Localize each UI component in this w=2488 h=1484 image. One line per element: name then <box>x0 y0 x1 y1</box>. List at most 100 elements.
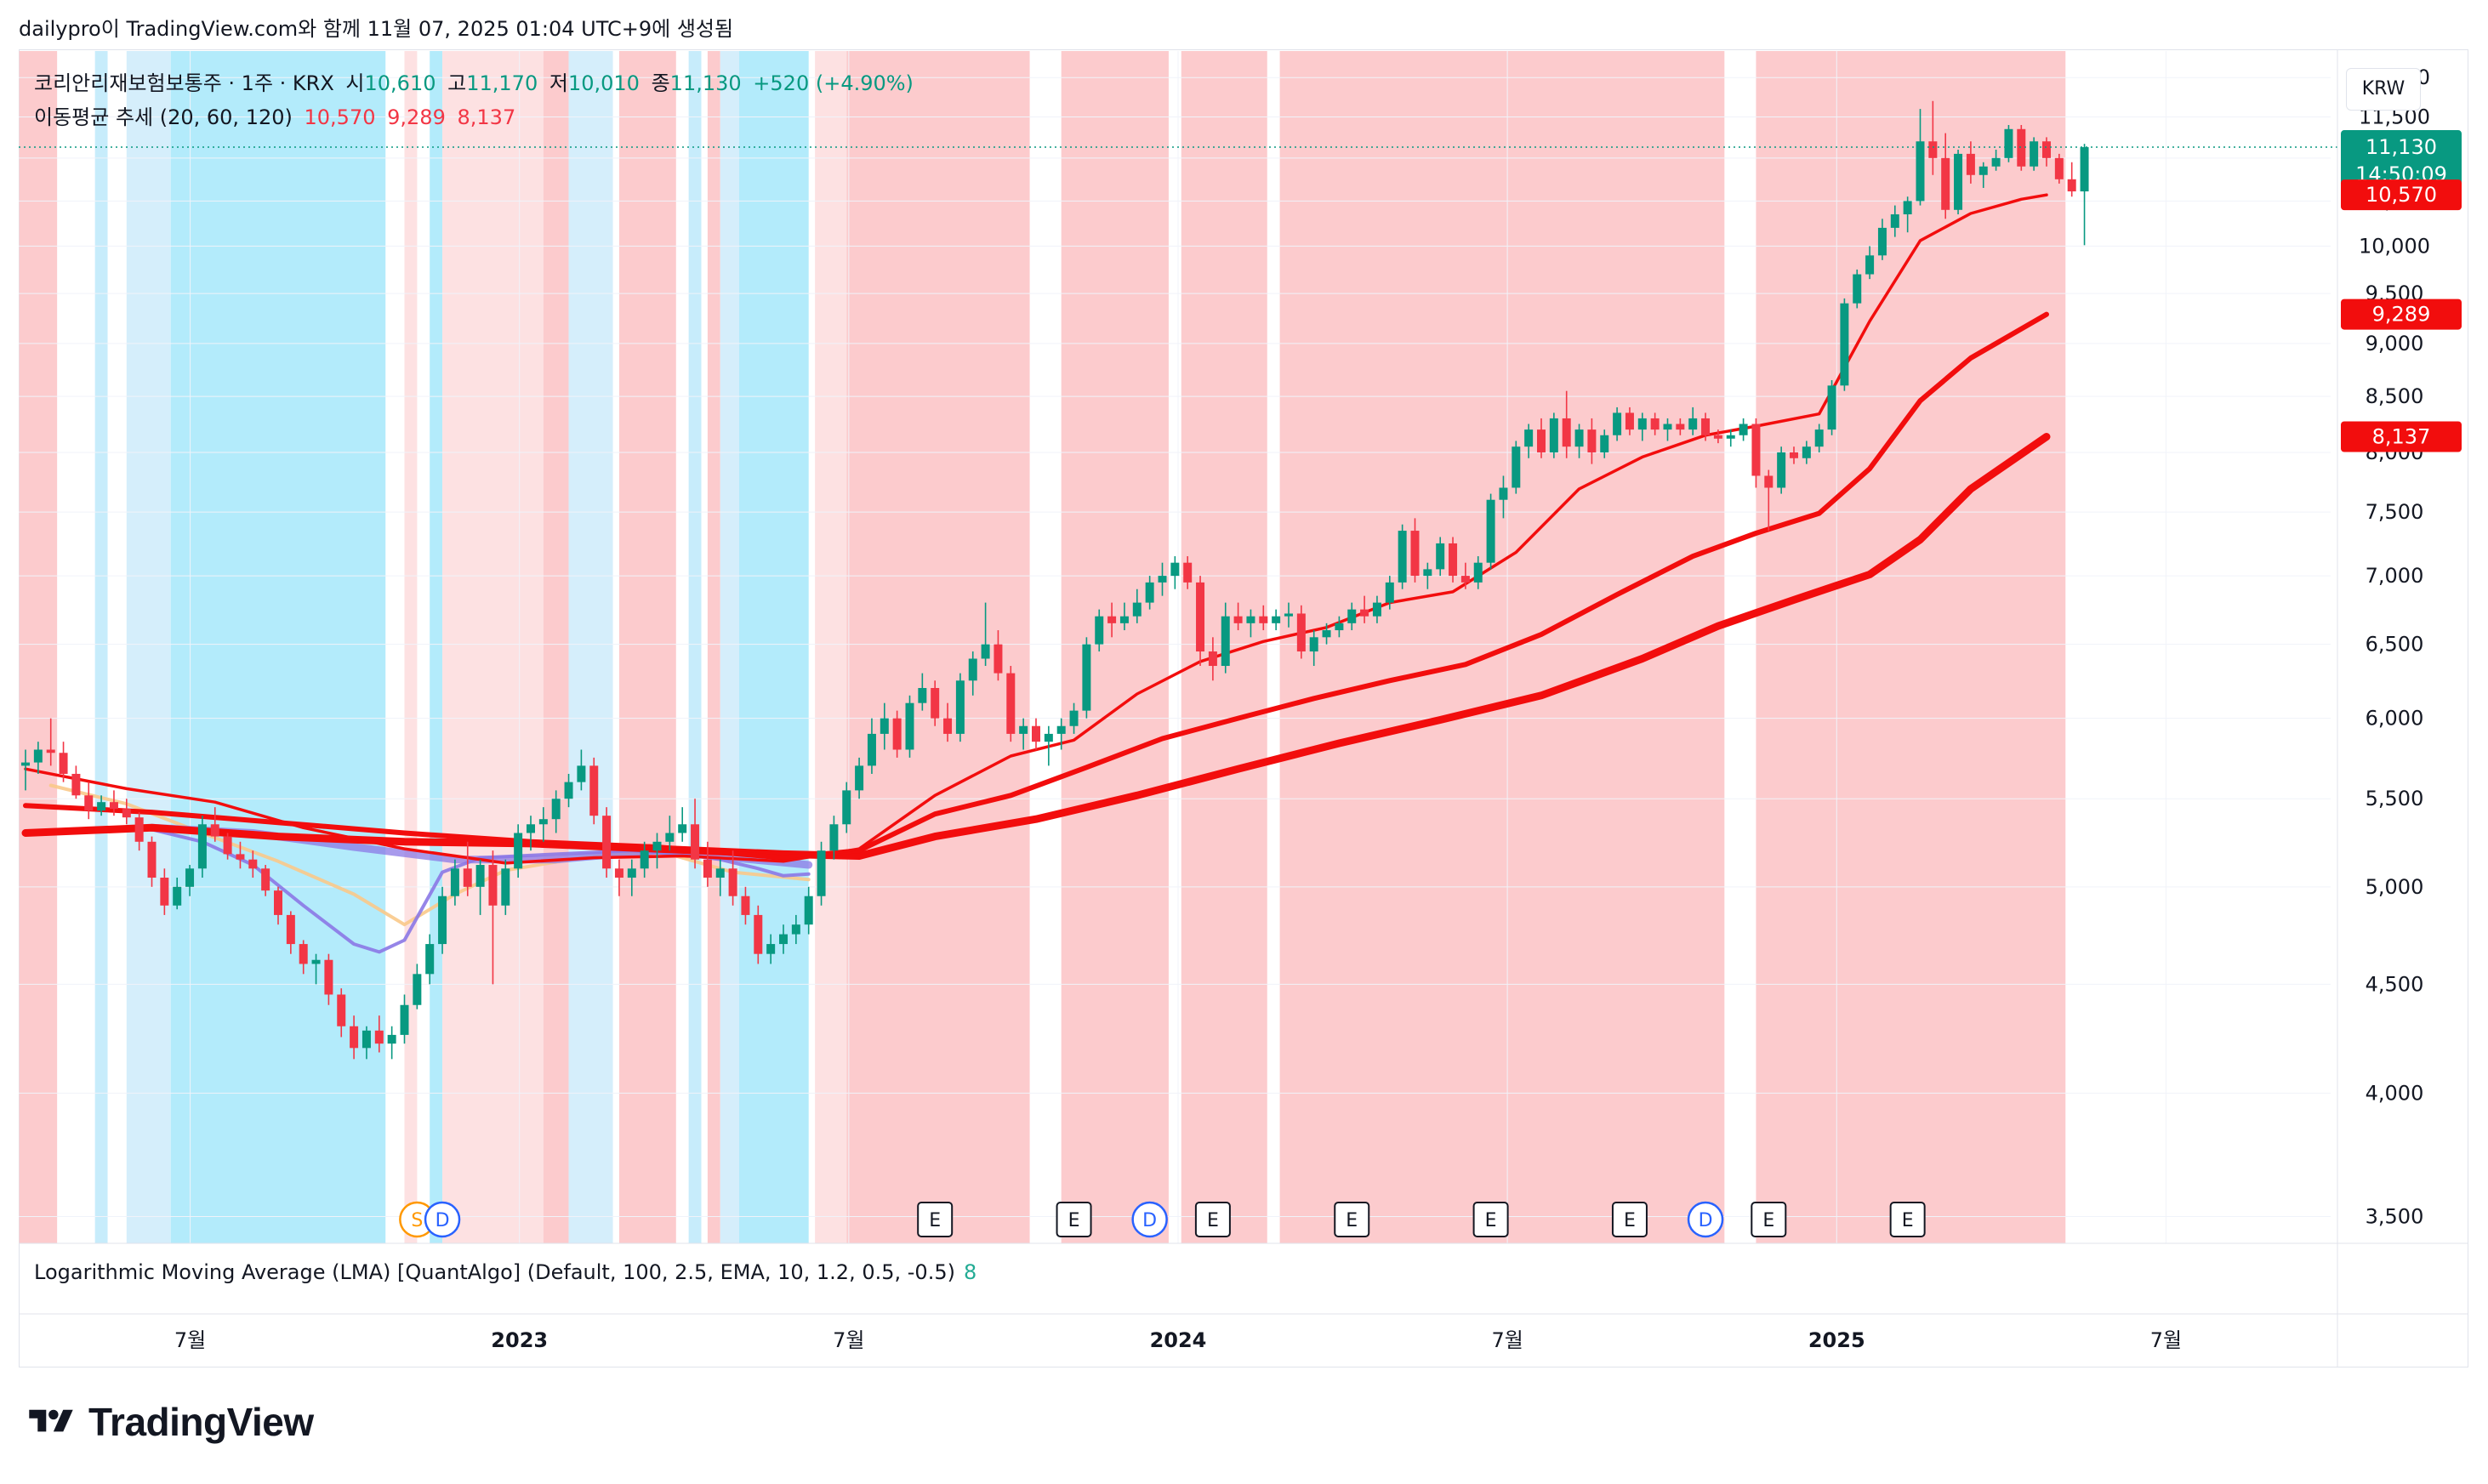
earnings-marker <box>917 1202 954 1237</box>
y-tick-label: 10,000 <box>2359 234 2430 258</box>
y-tick-label: 5,000 <box>2366 875 2424 899</box>
ma60-tag <box>2341 299 2462 330</box>
candle-body <box>1853 274 1862 304</box>
tradingview-logo[interactable]: TradingView <box>20 1399 314 1445</box>
ma120-tag-label: 8,137 <box>2372 425 2431 449</box>
close-label: 종 <box>651 71 670 95</box>
x-tick-label: 2024 <box>1150 1328 1207 1352</box>
candle-body <box>362 1030 371 1049</box>
candle-body <box>122 809 131 818</box>
candle-body <box>1449 543 1458 577</box>
candle-body <box>1954 153 1963 210</box>
low-label: 저 <box>549 71 568 95</box>
candle-body <box>981 644 990 659</box>
candle-body <box>1347 609 1357 623</box>
candle-body <box>1410 531 1420 577</box>
candle-body <box>1916 141 1925 202</box>
candle-body <box>475 865 485 887</box>
dividend-marker <box>424 1201 461 1238</box>
candle-body <box>1600 435 1609 452</box>
candle-body <box>1587 429 1597 452</box>
candle-body <box>1322 630 1331 638</box>
lma-indicator-legend[interactable]: Logarithmic Moving Average (LMA) [QuantA… <box>34 1260 976 1284</box>
candle-body <box>1486 499 1495 563</box>
candle-body <box>931 688 940 719</box>
candle-body <box>134 817 144 842</box>
candle-body <box>1460 576 1470 583</box>
candle-body <box>665 833 675 842</box>
candle-body <box>627 868 636 878</box>
candle-body <box>1284 613 1293 617</box>
candle-body <box>311 959 321 964</box>
symbol-name[interactable]: 코리안리재보험보통주 · 1주 · KRX <box>34 71 334 95</box>
candle-body <box>374 1030 384 1044</box>
y-tick-label: 7,500 <box>2366 500 2424 524</box>
candle-body <box>210 824 219 837</box>
candle-body <box>2030 141 2039 167</box>
event-marker-label: E <box>1207 1210 1219 1231</box>
open-value: 10,610 <box>364 71 436 95</box>
candle-body <box>1385 582 1394 603</box>
candle-body <box>1107 616 1117 623</box>
candle-body <box>1890 214 1899 228</box>
candle-body <box>1044 733 1053 742</box>
earnings-marker <box>1334 1202 1370 1237</box>
bull-zone <box>568 51 613 1243</box>
candle-body <box>1423 569 1432 577</box>
candle-body <box>1436 543 1445 570</box>
lma-indicator-title[interactable]: Logarithmic Moving Average (LMA) [QuantA… <box>34 1260 955 1284</box>
event-marker-label: E <box>1485 1210 1497 1231</box>
candle-body <box>488 865 498 906</box>
y-tick-label: 6,500 <box>2366 633 2424 657</box>
candle-body <box>2042 141 2051 158</box>
candle-body <box>286 914 295 945</box>
chart-frame <box>19 49 2468 1367</box>
candle-body <box>564 782 573 799</box>
earnings-marker <box>1472 1202 1509 1237</box>
y-tick-label: 9,000 <box>2366 332 2424 355</box>
candle-body <box>1991 157 2001 167</box>
candle-body <box>1082 644 1091 711</box>
ma-indicator-title[interactable]: 이동평균 추세 (20, 60, 120) <box>34 105 293 129</box>
candle-body <box>1637 418 1647 430</box>
candle-body <box>425 944 435 975</box>
candle-body <box>918 688 927 703</box>
candle-body <box>589 765 599 816</box>
candle-body <box>1814 429 1824 447</box>
ohlc-legend-row[interactable]: 코리안리재보험보통주 · 1주 · KRX 시10,610 고11,170 저1… <box>34 66 919 100</box>
change-value: +520 (+4.90%) <box>753 71 914 95</box>
candle-body <box>892 718 902 750</box>
candle-body <box>538 819 548 825</box>
candle-body <box>943 718 953 734</box>
candle-body <box>1549 418 1558 452</box>
y-tick-label: 7,000 <box>2366 564 2424 588</box>
candle-body <box>1802 446 1811 458</box>
ma20-tag <box>2341 179 2462 211</box>
candle-body <box>1650 418 1660 430</box>
x-tick-label: 7월 <box>1491 1328 1523 1352</box>
candle-body <box>842 790 851 825</box>
candle-body <box>1208 651 1217 667</box>
event-marker-label: E <box>1624 1210 1636 1231</box>
bear-zone <box>815 51 847 1243</box>
candle-body <box>817 850 826 896</box>
candle-body <box>1777 452 1786 488</box>
bear-zone <box>404 51 418 1243</box>
currency-button[interactable]: KRW <box>2346 68 2421 111</box>
candle-body <box>640 850 649 869</box>
candle-body <box>1095 616 1104 645</box>
ma-legend-row[interactable]: 이동평균 추세 (20, 60, 120) 10,570 9,289 8,137 <box>34 100 919 134</box>
candle-body <box>350 1026 359 1049</box>
ma60-value: 9,289 <box>387 105 446 129</box>
event-marker-label: E <box>1346 1210 1358 1231</box>
trend-zones <box>19 51 2066 1243</box>
candle-body <box>1196 582 1205 652</box>
candle-body <box>514 833 523 869</box>
last-price-tag-label: 11,130 <box>2366 135 2437 159</box>
candle-body <box>84 795 94 811</box>
candle-body <box>728 868 737 896</box>
candle-body <box>867 733 876 766</box>
candle-body <box>614 868 623 878</box>
candle-body <box>97 802 106 811</box>
